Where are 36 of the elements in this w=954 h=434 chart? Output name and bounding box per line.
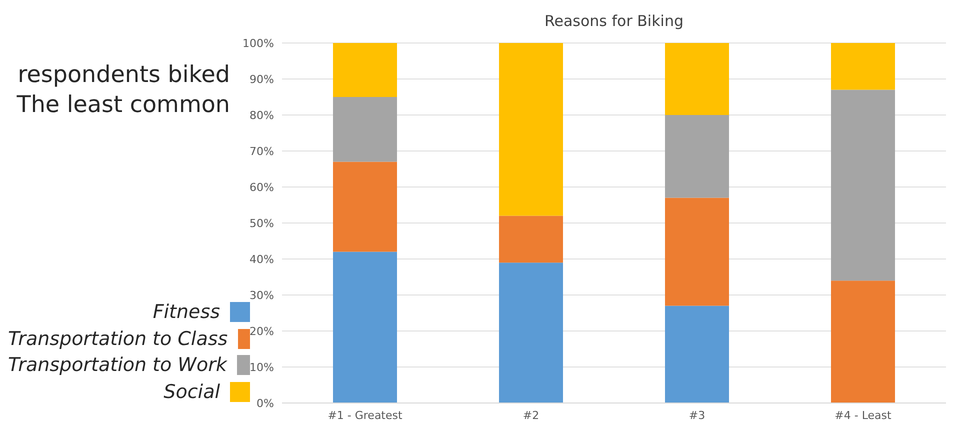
y-tick-label: 50% bbox=[250, 216, 274, 230]
y-tick-label: 40% bbox=[250, 252, 274, 266]
bar bbox=[665, 43, 729, 115]
legend-label: Fitness bbox=[152, 301, 220, 324]
bar bbox=[665, 198, 729, 306]
y-tick-label: 10% bbox=[250, 360, 274, 374]
bar bbox=[665, 306, 729, 403]
y-tick-label: 90% bbox=[250, 72, 274, 86]
x-tick-label: #3 bbox=[688, 408, 706, 422]
bar bbox=[499, 43, 563, 216]
y-tick-label: 100% bbox=[242, 36, 274, 50]
y-tick-label: 0% bbox=[256, 396, 274, 410]
legend-label: Transportation to Class bbox=[8, 328, 228, 350]
legend-label: Transportation to Work bbox=[8, 354, 227, 376]
bar bbox=[333, 97, 397, 162]
bar bbox=[333, 43, 397, 97]
chart-title: Reasons for Biking bbox=[544, 12, 684, 30]
y-tick-label: 60% bbox=[250, 180, 274, 194]
text: respondents biked bbox=[16, 61, 230, 90]
y-tick-label: 70% bbox=[250, 144, 274, 158]
bar bbox=[831, 43, 895, 90]
bar bbox=[831, 90, 895, 281]
x-tick-label: #2 bbox=[522, 408, 540, 422]
x-tick-label: #1 - Greatest bbox=[328, 408, 403, 422]
legend-label: Social bbox=[164, 380, 220, 403]
bar bbox=[333, 252, 397, 403]
bar bbox=[831, 280, 895, 403]
y-tick-label: 30% bbox=[250, 288, 274, 302]
bar bbox=[333, 162, 397, 252]
bar bbox=[665, 115, 729, 198]
x-tick-label: #4 - Least bbox=[834, 408, 892, 422]
text: The least common bbox=[16, 91, 230, 120]
bar bbox=[499, 216, 563, 263]
bar bbox=[499, 262, 563, 403]
y-tick-label: 80% bbox=[250, 108, 274, 122]
y-tick-label: 20% bbox=[250, 324, 274, 338]
